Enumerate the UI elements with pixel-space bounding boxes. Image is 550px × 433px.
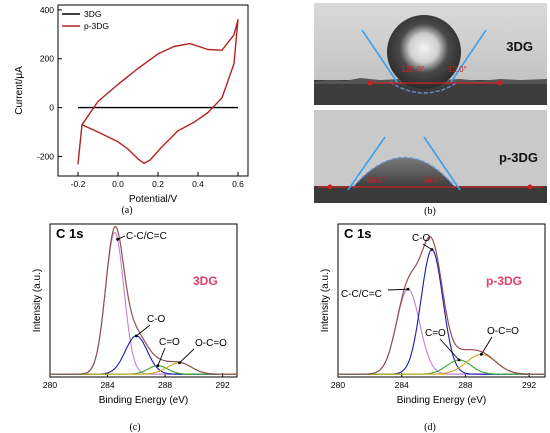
contact-point-left-p3dg <box>327 184 333 190</box>
peak-arrow <box>480 336 493 355</box>
photo-p3dg: 54.0° 54.0° p-3DG <box>314 110 547 203</box>
peak-arrow <box>179 348 195 364</box>
plot-frame-a <box>57 4 249 177</box>
peak-arrow-head <box>178 361 181 365</box>
tangent-left-p3dg <box>347 136 386 191</box>
x-axis-label: Binding Energy (eV) <box>99 395 189 406</box>
panel-title: C 1s <box>344 226 371 241</box>
peak-label: O-C=O <box>195 338 227 349</box>
peak-arrow <box>439 338 460 361</box>
series-line-p-3DG <box>77 19 239 165</box>
photo-p3dg-substrate <box>314 186 547 203</box>
x-axis-label: Binding Energy (eV) <box>397 395 487 406</box>
x-axis-label-a: Potential/V <box>129 194 178 205</box>
x-tick-label-a: 0.2 <box>152 179 164 189</box>
x-tick-label: 280 <box>331 380 345 390</box>
x-tick-label: 292 <box>522 380 536 390</box>
contact-point-right <box>497 80 503 86</box>
peak-label: C-O <box>412 233 431 244</box>
raw-data-curve <box>50 226 237 375</box>
x-tick-label: 288 <box>458 380 472 390</box>
sample-label: p-3DG <box>486 274 522 288</box>
panel-c-xps-3dg: 280 284 288 292 Binding Energy (eV) Intensity… <box>32 223 238 406</box>
tangent-left-3dg <box>361 29 398 83</box>
peak-label: C=O <box>425 328 446 339</box>
droplet-p3dg-outline <box>352 156 456 188</box>
tangent-right-3dg <box>450 29 487 83</box>
contact-point-left <box>367 80 373 86</box>
x-tick-label: 280 <box>43 380 57 390</box>
peak-O-C=O <box>338 353 545 375</box>
y-tick-label-a: 0 <box>49 103 54 113</box>
panel-d-xps-p3dg: 280 284 288 292 Binding Energy (eV) Intensity… <box>320 223 546 406</box>
x-tick-label: 288 <box>158 380 172 390</box>
caption-c: (c) <box>129 422 140 433</box>
droplet-3dg <box>387 15 461 89</box>
angle-right-p3dg: 54.0° <box>423 176 442 185</box>
peak-arrow-head <box>406 287 410 291</box>
legend-label-3DG: 3DG <box>84 9 101 19</box>
caption-a: (a) <box>121 205 132 216</box>
peak-label: C-C/C=C <box>341 289 382 300</box>
y-tick-label-a: 200 <box>40 54 54 64</box>
plot-frame <box>49 223 238 378</box>
peak-O-C=O <box>50 362 237 375</box>
peak-arrow-head <box>116 237 120 241</box>
x-tick-label: 284 <box>395 380 409 390</box>
panel-b-contact-angle: 120.0° 12.0° 3DG 54.0° 54.0° p-3DG <box>314 3 547 203</box>
x-tick-label: 292 <box>216 380 230 390</box>
peak-arrow-head <box>156 364 160 368</box>
peak-arrow-head <box>457 358 461 362</box>
sample-label: 3DG <box>193 274 218 288</box>
peak-arrow-head <box>479 352 483 356</box>
x-tick-label-a: 0.0 <box>112 179 124 189</box>
angle-left-3dg: 120.0° <box>401 65 424 74</box>
raw-data-curve <box>338 236 545 375</box>
photo-3dg: 120.0° 12.0° 3DG <box>314 3 547 105</box>
caption-d: (d) <box>424 422 436 433</box>
label-3dg: 3DG <box>506 39 533 54</box>
peak-label: C=O <box>159 337 180 348</box>
peak-arrow-head <box>430 248 434 251</box>
peak-label: O-C=O <box>487 326 519 337</box>
envelope-curve <box>50 225 237 375</box>
peak-C-C/C=C <box>50 231 237 375</box>
peak-arrow <box>422 243 433 250</box>
caption-b: (b) <box>424 206 436 217</box>
peak-arrow <box>136 324 151 337</box>
angle-left-p3dg: 54.0° <box>367 176 386 185</box>
y-axis-label: Intensity (a.u.) <box>32 269 43 332</box>
peak-arrow <box>157 347 166 366</box>
x-tick-label-a: -0.2 <box>71 179 86 189</box>
label-p3dg: p-3DG <box>499 150 538 165</box>
y-tick-label-a: 400 <box>40 5 54 15</box>
peak-arrow <box>387 288 409 291</box>
y-tick-label-a: -200 <box>37 151 54 161</box>
y-axis-label-a: Current/μA <box>14 66 25 115</box>
plot-frame <box>337 223 546 378</box>
tangent-right-p3dg <box>423 136 461 191</box>
peak-C-O <box>338 248 545 375</box>
panel-a-cv: -0.2 0.0 0.2 0.4 0.6 -200 0 200 400 Potential/V Cu… <box>14 4 249 205</box>
angle-right-3dg: 12.0° <box>448 65 467 74</box>
peak-label: C-C/C=C <box>126 231 167 242</box>
peak-arrow-head <box>134 334 138 338</box>
envelope-curve <box>338 236 545 375</box>
panel-title: C 1s <box>56 226 83 241</box>
y-axis-label: Intensity (a.u.) <box>320 269 331 332</box>
x-tick-label: 284 <box>100 380 114 390</box>
contact-point-right-p3dg <box>527 184 533 190</box>
x-tick-label-a: 0.4 <box>192 179 204 189</box>
legend-label-p-3DG: p-3DG <box>84 21 109 31</box>
droplet-3dg-reflection <box>389 81 459 94</box>
x-tick-label-a: 0.6 <box>232 179 244 189</box>
peak-label: C-O <box>147 314 166 325</box>
